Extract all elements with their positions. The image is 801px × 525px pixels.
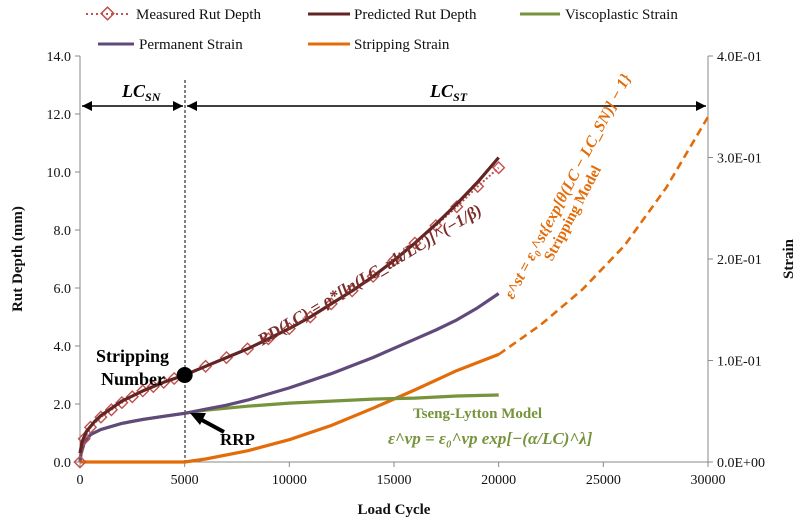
series-layer — [73, 116, 710, 469]
x-tick-labels: 0 5000 10000 15000 20000 25000 30000 — [77, 462, 726, 488]
left-y-tick-label: 10.0 — [47, 166, 72, 181]
x-axis-title: Load Cycle — [358, 502, 431, 518]
legend-stripping-strain: Stripping Strain — [308, 37, 450, 53]
tseng-lytton-equation: ε^vp = ε₀^vp exp[−(α/LC)^λ] — [388, 429, 593, 448]
left-y-tick-labels: 0.0 2.0 4.0 6.0 8.0 10.0 12.0 14.0 — [47, 50, 80, 471]
left-y-tick-label: 14.0 — [47, 50, 72, 65]
x-tick-label: 20000 — [481, 473, 516, 488]
right-y-tick-label: 2.0E-01 — [717, 253, 762, 268]
left-y-tick-label: 6.0 — [54, 282, 72, 297]
x-tick-label: 5000 — [171, 473, 199, 488]
x-tick-label: 10000 — [272, 473, 307, 488]
lc-sn-label: LCSN — [121, 81, 162, 104]
left-y-tick-label: 12.0 — [47, 108, 72, 123]
right-y-tick-label: 4.0E-01 — [717, 50, 762, 65]
measured-point — [73, 455, 87, 469]
series-line-stripping-strain-extrapolated — [497, 116, 710, 356]
x-tick-label: 15000 — [377, 473, 412, 488]
x-tick-label: 30000 — [691, 473, 726, 488]
series-line-permanent-strain — [78, 292, 500, 463]
legend-measured-rut-depth: Measured Rut Depth — [86, 6, 261, 23]
right-y-tick-label: 1.0E-01 — [717, 355, 762, 370]
legend-predicted-rut-depth: Predicted Rut Depth — [308, 7, 477, 23]
rrp-label: RRP — [220, 430, 255, 449]
x-tick-label: 0 — [77, 473, 84, 488]
left-y-tick-label: 8.0 — [54, 224, 72, 239]
left-y-tick-label: 4.0 — [54, 340, 72, 355]
rut-depth-equation: RD(LC) = ρ*[ln(LC_ult/LC)]^(−1/β) — [253, 200, 485, 350]
lc-st-label: LCST — [429, 81, 468, 104]
left-y-axis-title: Rut Depth (mm) — [10, 206, 26, 312]
stripping-number-point — [176, 367, 193, 383]
right-y-tick-label: 3.0E-01 — [717, 152, 762, 167]
left-y-tick-label: 2.0 — [54, 398, 72, 413]
right-y-tick-labels: 0.0E+00 1.0E-01 2.0E-01 3.0E-01 4.0E-01 — [708, 50, 765, 471]
legend-permanent-strain: Permanent Strain — [98, 37, 243, 53]
svg-text:Permanent Strain: Permanent Strain — [139, 37, 243, 53]
svg-text:Stripping Strain: Stripping Strain — [354, 37, 450, 53]
svg-text:Measured Rut Depth: Measured Rut Depth — [136, 7, 261, 23]
svg-text:Predicted Rut Depth: Predicted Rut Depth — [354, 7, 477, 23]
measured-point — [492, 161, 506, 175]
legend-viscoplastic-strain: Viscoplastic Strain — [520, 7, 678, 23]
measured-point — [450, 200, 464, 214]
legend: Measured Rut Depth Predicted Rut Depth V… — [86, 6, 678, 53]
tseng-lytton-label: Tseng-Lytton Model — [413, 406, 542, 422]
stripping-number-label-2: Number — [101, 369, 165, 389]
right-y-axis-title: Strain — [781, 238, 797, 279]
lc-brackets: LCSN LCST — [82, 81, 706, 111]
svg-text:Viscoplastic Strain: Viscoplastic Strain — [565, 7, 678, 23]
rrp-arrow — [190, 413, 225, 434]
series-line-predicted-rut-depth — [78, 156, 500, 454]
series-line-stripping-strain — [80, 352, 500, 464]
left-y-tick-label: 0.0 — [54, 456, 72, 471]
stripping-number-label-1: Stripping — [96, 346, 169, 366]
right-y-tick-label: 0.0E+00 — [717, 456, 765, 471]
x-tick-label: 25000 — [586, 473, 621, 488]
